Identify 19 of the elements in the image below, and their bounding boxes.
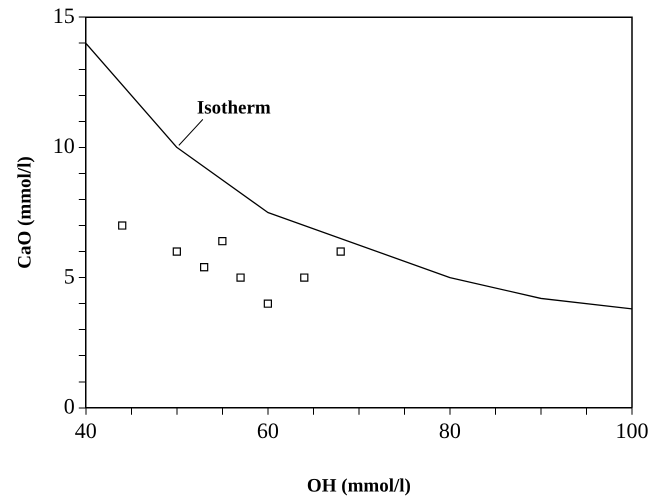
point — [218, 237, 226, 246]
x-tick-label: 40 — [74, 418, 97, 443]
point — [118, 221, 126, 230]
y-axis-title: CaO (mmol/l) — [14, 156, 36, 269]
point — [264, 300, 272, 308]
y-tick-label: 0 — [64, 394, 75, 419]
x-tick-label: 60 — [256, 418, 279, 443]
series-label: Isotherm — [196, 97, 271, 118]
x-tick-label: 80 — [438, 418, 461, 443]
y-tick-label: 15 — [52, 2, 75, 28]
point — [200, 263, 208, 272]
y-tick-label: 5 — [64, 263, 75, 288]
point — [236, 273, 245, 282]
point — [336, 247, 345, 256]
point — [300, 273, 308, 282]
x-tick-label: 100 — [616, 418, 648, 443]
y-tick-label: 10 — [52, 133, 75, 158]
x-axis-title: OH (mmol/l) — [306, 476, 411, 497]
point — [172, 247, 181, 256]
